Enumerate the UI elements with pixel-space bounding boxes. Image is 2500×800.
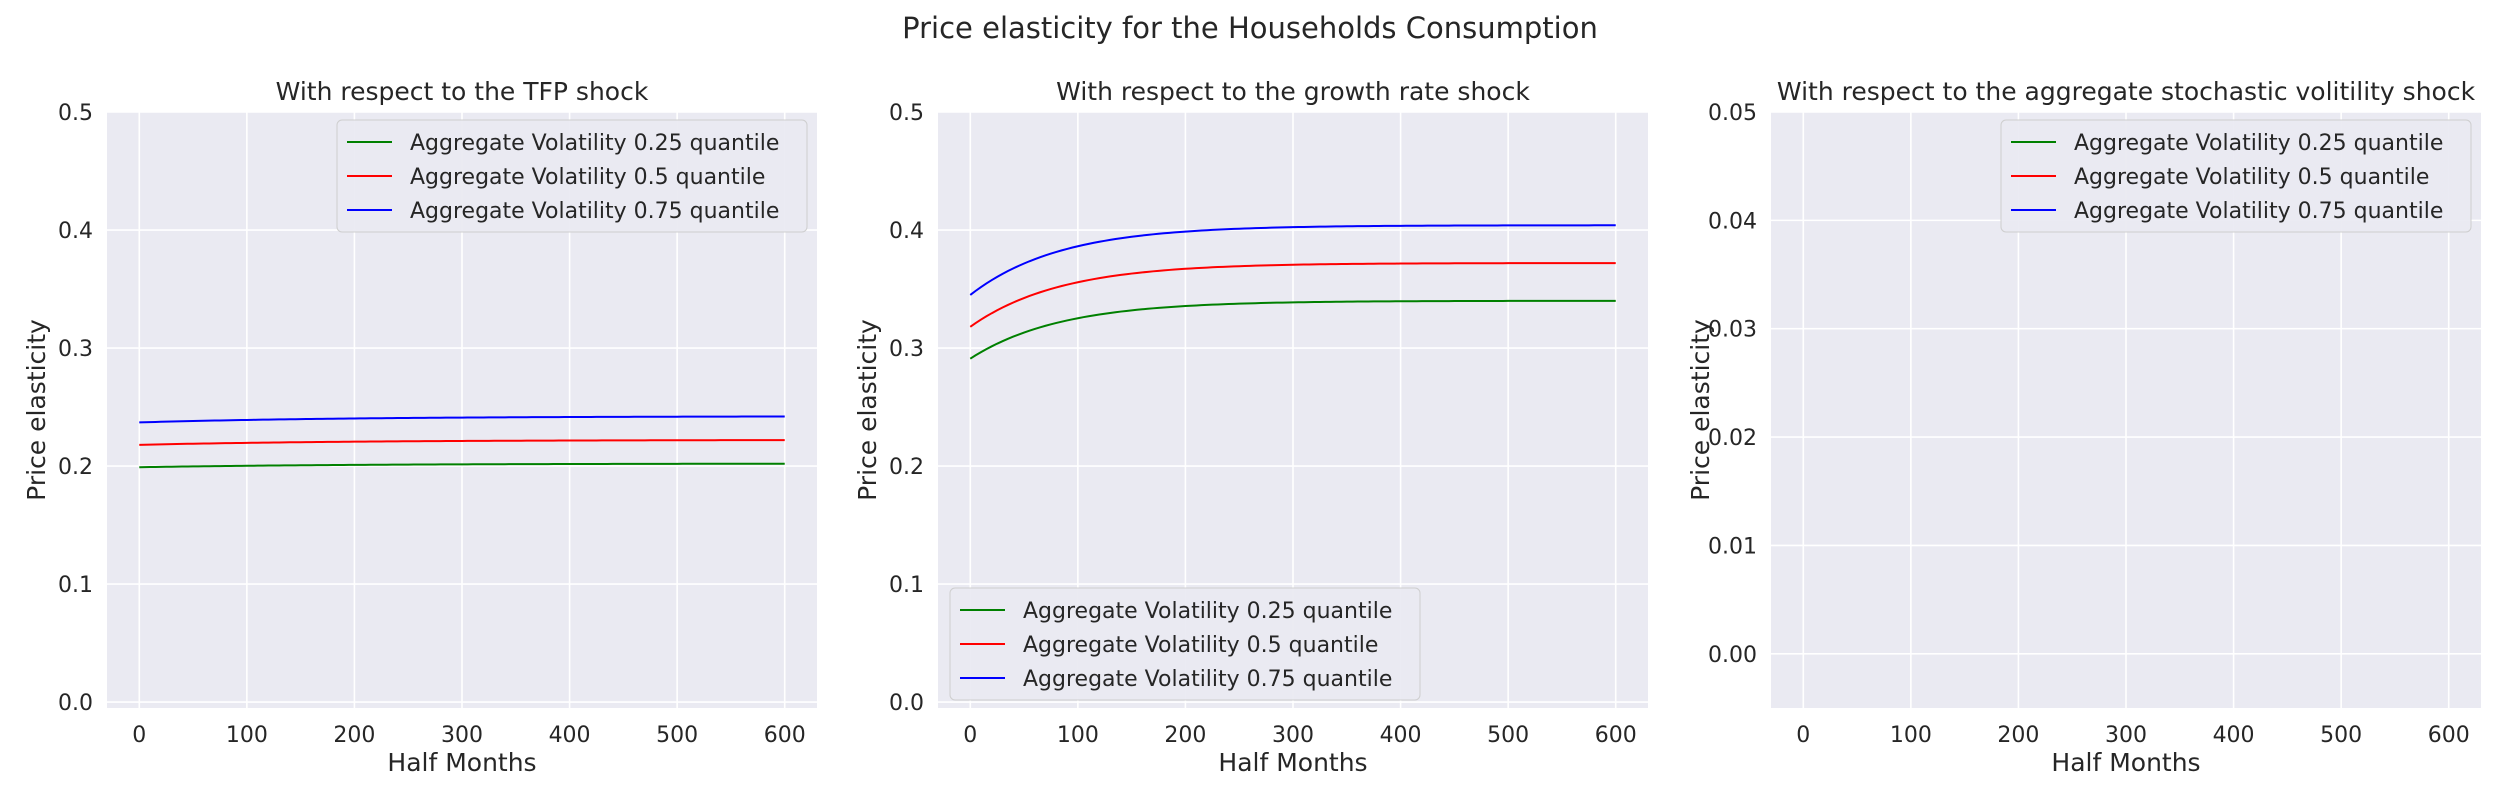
x-tick-label: 500 (656, 723, 698, 748)
y-tick-label: 0.2 (58, 455, 93, 480)
x-tick-label: 100 (1890, 723, 1932, 748)
legend-box (949, 587, 1421, 701)
x-axis-label: Half Months (387, 748, 536, 777)
series-line-3 (969, 224, 1616, 296)
x-tick-label: 0 (1796, 723, 1810, 748)
chart-panel-3: 0 100 200 300 400 500 600 0.00 0.01 0.02 0.03 0.04 0… (1686, 77, 2481, 777)
y-axis-label: Price elasticity (22, 319, 51, 501)
panel-title: With respect to the growth rate shock (1056, 77, 1530, 106)
y-tick-label: 0.04 (1708, 209, 1757, 234)
y-tick-label: 0.05 (1708, 101, 1757, 126)
legend-entry: Aggregate Volatility 0.75 quantile (2074, 199, 2443, 224)
y-tick-label: 0.0 (58, 691, 93, 716)
legend-entry: Aggregate Volatility 0.75 quantile (1023, 667, 1392, 692)
legend-box (2000, 119, 2472, 233)
y-tick-label: 0.3 (889, 337, 924, 362)
x-tick-label: 300 (1272, 723, 1314, 748)
y-tick-label: 0.1 (889, 573, 924, 598)
y-tick-label: 0.0 (889, 691, 924, 716)
panel-title: With respect to the aggregate stochastic… (1777, 77, 2476, 106)
legend-entry: Aggregate Volatility 0.25 quantile (1023, 599, 1392, 624)
figure-title: Price elasticity for the Households Cons… (902, 11, 1598, 45)
x-tick-label: 400 (549, 723, 591, 748)
x-axis-label: Half Months (1218, 748, 1367, 777)
chart-panel-2: 0 100 200 300 400 500 600 0.0 0.1 0.2 0.3 0.4 0.5 Wit… (853, 77, 1648, 777)
x-tick-label: 100 (226, 723, 268, 748)
y-tick-label: 0.2 (889, 455, 924, 480)
y-axis-label: Price elasticity (1686, 319, 1715, 501)
legend-entry: Aggregate Volatility 0.5 quantile (1023, 633, 1378, 658)
x-tick-label: 600 (1595, 723, 1637, 748)
x-tick-label: 500 (2320, 723, 2362, 748)
legend: Aggregate Volatility 0.25 quantile Aggreg… (949, 587, 1421, 701)
y-tick-label: 0.03 (1708, 318, 1757, 343)
y-tick-label: 0.4 (58, 219, 93, 244)
y-tick-label: 0.4 (889, 219, 924, 244)
x-tick-label: 200 (333, 723, 375, 748)
y-tick-label: 0.3 (58, 337, 93, 362)
x-tick-label: 300 (2105, 723, 2147, 748)
x-tick-label: 200 (1164, 723, 1206, 748)
x-tick-label: 0 (132, 723, 146, 748)
series-line-2 (139, 439, 785, 446)
legend-box (336, 119, 808, 233)
x-tick-label: 500 (1487, 723, 1529, 748)
chart-panel-1: 0 100 200 300 400 500 600 0.0 0.1 0.2 0.3 0.4 0.5 Wit… (22, 77, 817, 777)
y-tick-label: 0.01 (1708, 534, 1757, 559)
y-axis-label: Price elasticity (853, 319, 882, 501)
legend-entry: Aggregate Volatility 0.25 quantile (2074, 131, 2443, 156)
panel-title: With respect to the TFP shock (276, 77, 649, 106)
x-tick-label: 0 (963, 723, 977, 748)
legend-entry: Aggregate Volatility 0.5 quantile (410, 165, 765, 190)
x-tick-label: 400 (2213, 723, 2255, 748)
legend-entry: Aggregate Volatility 0.5 quantile (2074, 165, 2429, 190)
legend-entry: Aggregate Volatility 0.25 quantile (410, 131, 779, 156)
series-line-1 (969, 299, 1616, 360)
x-tick-label: 600 (2428, 723, 2470, 748)
x-tick-label: 300 (441, 723, 483, 748)
x-tick-label: 100 (1057, 723, 1099, 748)
legend: Aggregate Volatility 0.25 quantile Aggreg… (336, 119, 808, 233)
x-tick-label: 200 (1997, 723, 2039, 748)
x-axis-label: Half Months (2051, 748, 2200, 777)
legend-entry: Aggregate Volatility 0.75 quantile (410, 199, 779, 224)
y-tick-label: 0.00 (1708, 643, 1757, 668)
y-tick-label: 0.02 (1708, 426, 1757, 451)
series-line-3 (139, 415, 785, 424)
legend: Aggregate Volatility 0.25 quantile Aggreg… (2000, 119, 2472, 233)
y-tick-label: 0.5 (58, 101, 93, 126)
series-line-2 (969, 262, 1616, 328)
x-tick-label: 400 (1380, 723, 1422, 748)
y-tick-label: 0.1 (58, 573, 93, 598)
y-tick-label: 0.5 (889, 101, 924, 126)
x-tick-label: 600 (764, 723, 806, 748)
series-line-1 (139, 462, 785, 469)
